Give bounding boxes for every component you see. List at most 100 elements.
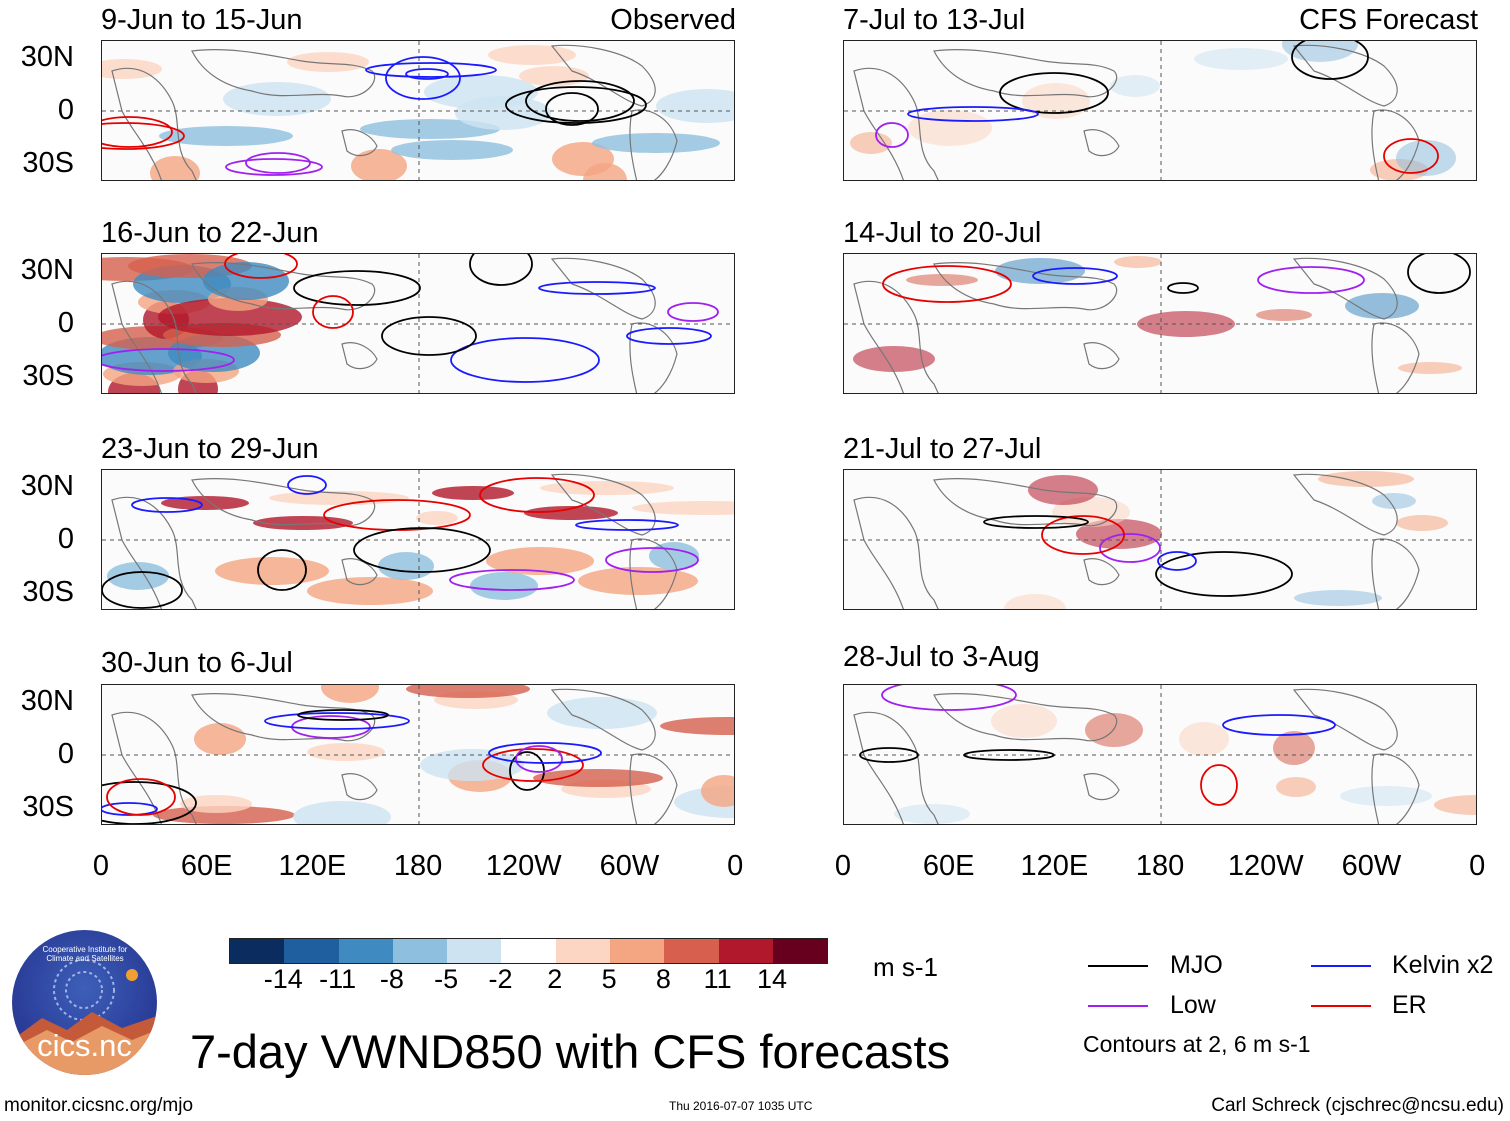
coastline <box>341 129 378 157</box>
colorbar-units: m s-1 <box>873 952 938 982</box>
wave-contour <box>102 802 158 816</box>
main-title: 7-day VWND850 with CFS forecasts <box>190 1025 951 1078</box>
x-axis-label: 60E <box>180 850 233 882</box>
coastline <box>111 280 197 393</box>
anomaly-shading <box>321 685 379 703</box>
wave-contour <box>225 158 323 176</box>
panel-title: 9-Jun to 15-Jun <box>101 4 303 36</box>
wave-contour <box>538 281 656 295</box>
coastline <box>933 262 1118 311</box>
y-axis-label: 30S <box>22 360 74 392</box>
panel-title: 21-Jul to 27-Jul <box>843 433 1042 465</box>
colorbar-label: 2 <box>547 964 563 994</box>
coastline <box>853 67 939 180</box>
x-axis-label: 120W <box>1227 850 1304 882</box>
x-axis-label: 180 <box>1135 850 1185 882</box>
map-svg <box>102 685 734 824</box>
anomaly-shading <box>991 704 1057 738</box>
y-axis-label: 30S <box>22 576 74 608</box>
coastline <box>1371 538 1420 609</box>
wave-contour <box>450 337 600 383</box>
anomaly-shading <box>1004 594 1066 609</box>
wave-contour <box>1167 282 1199 294</box>
wave-contour <box>449 569 575 591</box>
panel-source-label: CFS Forecast <box>1299 4 1478 36</box>
coastline <box>111 67 197 180</box>
coastline <box>191 693 376 742</box>
y-axis-label: 0 <box>57 738 74 770</box>
coastline <box>550 44 656 107</box>
footer-author: Carl Schreck (cjschrec@ncsu.edu) <box>1211 1095 1504 1116</box>
x-axis-label: 60E <box>922 850 975 882</box>
coastline <box>1292 44 1398 107</box>
anomaly-shading <box>470 572 538 600</box>
coastline <box>1371 322 1420 393</box>
wave-contour <box>381 316 477 356</box>
anomaly-shading <box>486 547 594 575</box>
panel-title: 14-Jul to 20-Jul <box>843 217 1042 249</box>
panel-title: 16-Jun to 22-Jun <box>101 217 319 249</box>
coastline <box>853 496 939 609</box>
wave-contour <box>405 68 449 80</box>
anomaly-shading <box>578 567 698 595</box>
panel-title: 23-Jun to 29-Jun <box>101 433 319 465</box>
anomaly-shading <box>1022 83 1090 119</box>
wave-contour <box>626 327 712 345</box>
legend-line-er <box>1311 1005 1371 1007</box>
wave-contour <box>1155 551 1293 597</box>
anomaly-shading <box>1085 713 1143 747</box>
colorbar <box>229 938 829 964</box>
colorbar-swatch <box>338 939 393 963</box>
panel-title: 30-Jun to 6-Jul <box>101 647 293 679</box>
x-axis-label: 120E <box>278 850 347 882</box>
coastline <box>853 280 939 393</box>
anomaly-shading <box>1434 795 1476 815</box>
wave-contour <box>667 302 719 322</box>
x-axis-label: 0 <box>834 850 852 882</box>
logo-wordmark: cics.nc <box>37 1028 132 1063</box>
coastline <box>111 711 197 824</box>
anomaly-shading <box>180 795 252 813</box>
map-panel <box>101 684 735 825</box>
x-axis-label: 0 <box>92 850 110 882</box>
wave-contour <box>102 116 173 148</box>
y-axis-label: 0 <box>57 523 74 555</box>
coastline <box>1083 342 1120 370</box>
wave-contour <box>515 745 563 773</box>
coastline <box>1083 129 1120 157</box>
wave-contour <box>1041 515 1125 555</box>
wave-contour <box>365 62 497 78</box>
anomaly-shading <box>1282 41 1358 62</box>
coastline <box>1292 473 1398 536</box>
anomaly-shading <box>488 45 576 65</box>
anomaly-shading <box>406 685 530 698</box>
anomaly-shading <box>592 133 720 153</box>
wave-contour <box>264 712 410 730</box>
colorbar-swatch <box>772 939 828 963</box>
wave-contour <box>469 254 533 286</box>
wave-contour <box>907 106 1039 122</box>
coastline <box>341 558 378 586</box>
wave-contour <box>525 80 635 122</box>
wave-contour <box>545 92 599 126</box>
anomaly-shading <box>1398 362 1462 374</box>
wave-contour <box>983 515 1089 529</box>
wave-contour <box>1291 41 1369 80</box>
coastline <box>1083 558 1120 586</box>
wave-contour <box>102 571 183 609</box>
map-svg <box>102 254 734 393</box>
wave-contour <box>106 778 176 816</box>
coastline <box>191 49 376 98</box>
wave-contour <box>482 748 584 782</box>
colorbar-swatch <box>392 939 448 963</box>
wave-contour <box>131 497 203 513</box>
coastline <box>933 49 1118 98</box>
anomaly-shading <box>1345 293 1419 319</box>
anomaly-shading <box>391 140 513 160</box>
footer-url[interactable]: monitor.cicsnc.org/mjo <box>4 1095 194 1116</box>
anomaly-shading <box>547 697 657 729</box>
x-axis-label: 0 <box>727 850 744 882</box>
anomaly-shading <box>1137 311 1235 337</box>
colorbar-swatch <box>610 939 665 963</box>
coastline <box>341 342 378 370</box>
